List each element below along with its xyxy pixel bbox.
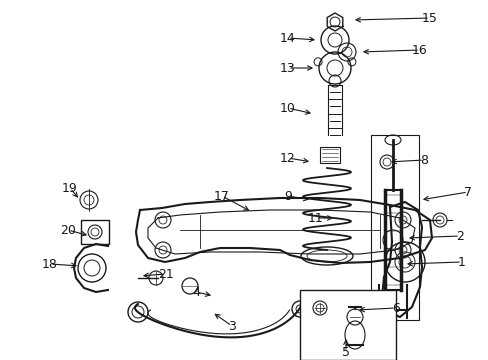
- Text: 17: 17: [214, 189, 229, 202]
- Text: 16: 16: [411, 44, 427, 57]
- Bar: [299, 290, 395, 360]
- Text: 20: 20: [60, 224, 76, 237]
- Text: 9: 9: [284, 189, 291, 202]
- Text: 6: 6: [391, 302, 399, 315]
- Text: 8: 8: [419, 153, 427, 166]
- Text: 7: 7: [463, 185, 471, 198]
- Text: 14: 14: [280, 31, 295, 45]
- Text: 10: 10: [280, 102, 295, 114]
- Text: 2: 2: [455, 230, 463, 243]
- Text: 5: 5: [341, 346, 349, 359]
- Bar: [319, 147, 339, 163]
- Text: 12: 12: [280, 152, 295, 165]
- Bar: [81, 220, 109, 244]
- Text: 4: 4: [192, 285, 200, 298]
- Text: 21: 21: [158, 267, 174, 280]
- Text: 1: 1: [457, 256, 465, 269]
- Text: 13: 13: [280, 62, 295, 75]
- Text: 3: 3: [227, 320, 235, 333]
- Text: 15: 15: [421, 12, 437, 24]
- Text: 18: 18: [42, 257, 58, 270]
- Text: 11: 11: [307, 211, 323, 225]
- Bar: [370, 135, 418, 320]
- Text: 19: 19: [62, 181, 78, 194]
